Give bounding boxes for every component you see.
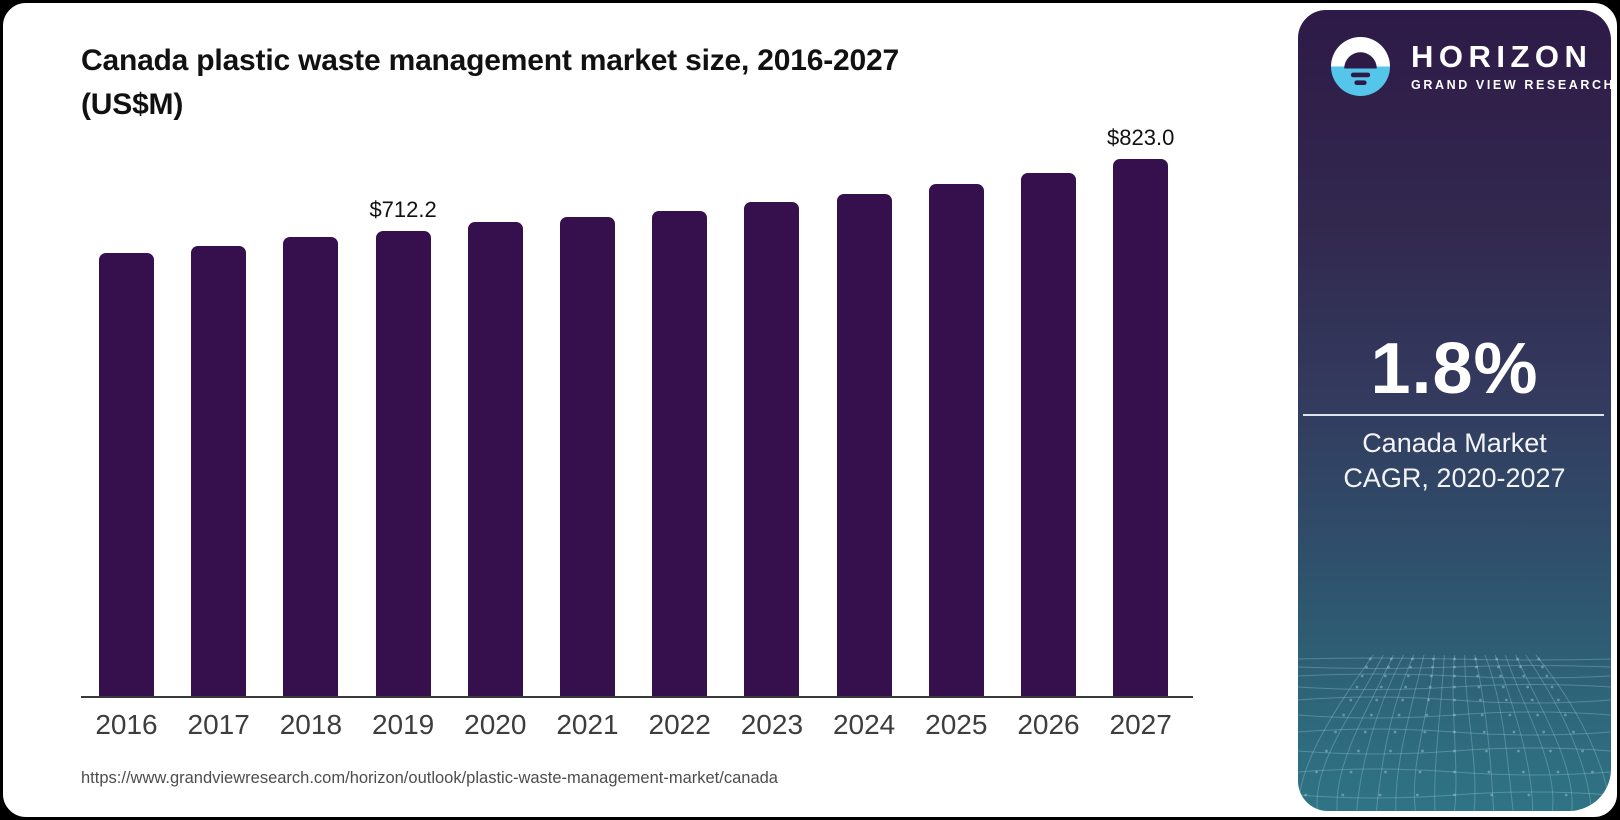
- bar-2027: [1113, 159, 1169, 696]
- chart-title: Canada plastic waste management market s…: [81, 39, 1181, 126]
- brand-logo: HORIZON GRAND VIEW RESEARCH: [1331, 37, 1611, 96]
- cagr-stat-value: 1.8%: [1370, 329, 1539, 409]
- bar-2016: [99, 252, 154, 696]
- stat-divider: [1303, 414, 1604, 416]
- bar-value-label-2027: $823.0: [1107, 125, 1175, 150]
- brand-name: HORIZON: [1411, 39, 1593, 74]
- chart-title-line1: Canada plastic waste management market s…: [81, 44, 899, 77]
- bar-2025: [928, 183, 984, 696]
- bar-2022: [652, 211, 708, 696]
- sunset-horizon-icon: [1331, 37, 1390, 96]
- cagr-stat-label-line2: CAGR, 2020-2027: [1343, 463, 1566, 494]
- x-tick-2016: 2016: [95, 709, 158, 740]
- bar-2019: [375, 231, 431, 696]
- bar-2020: [467, 222, 523, 696]
- x-tick-2021: 2021: [556, 709, 619, 740]
- bar-2017: [191, 245, 247, 696]
- source-url: https://www.grandviewresearch.com/horizo…: [81, 769, 778, 787]
- x-axis-line: [81, 696, 1193, 698]
- bar-chart: $712.2 $823.0: [81, 125, 1193, 698]
- x-tick-2020: 2020: [464, 709, 527, 740]
- x-tick-2022: 2022: [648, 709, 711, 740]
- cagr-stat-label-line1: Canada Market: [1362, 428, 1547, 458]
- x-tick-2019: 2019: [371, 709, 435, 740]
- x-tick-2017: 2017: [187, 709, 250, 740]
- bar-2018: [283, 237, 339, 696]
- bar-2023: [744, 202, 800, 696]
- bar-2021: [560, 217, 615, 696]
- chart-title-line2: (US$M): [81, 87, 184, 121]
- x-tick-2018: 2018: [279, 709, 343, 740]
- x-tick-2023: 2023: [740, 709, 804, 740]
- brand-tagline: GRAND VIEW RESEARCH: [1411, 78, 1611, 92]
- wireframe-mesh-decoration: [1298, 654, 1611, 811]
- cagr-stat-label: Canada Market CAGR, 2020-2027: [1298, 426, 1611, 496]
- x-tick-2027: 2027: [1109, 709, 1172, 740]
- x-tick-2024: 2024: [832, 709, 896, 740]
- bar-2024: [836, 193, 892, 696]
- bar-2026: [1021, 173, 1076, 696]
- x-axis-labels: 2016 2017 2018 2019 2020 2021 2022 2023 2024 2025…: [81, 709, 1193, 743]
- x-tick-2025: 2025: [925, 709, 988, 740]
- bar-value-label-2019: $712.2: [369, 197, 437, 223]
- sidebar: HORIZON GRAND VIEW RESEARCH 1.8% Canada …: [1298, 10, 1611, 811]
- brand-text: HORIZON GRAND VIEW RESEARCH: [1411, 41, 1611, 92]
- x-tick-2026: 2026: [1017, 709, 1080, 740]
